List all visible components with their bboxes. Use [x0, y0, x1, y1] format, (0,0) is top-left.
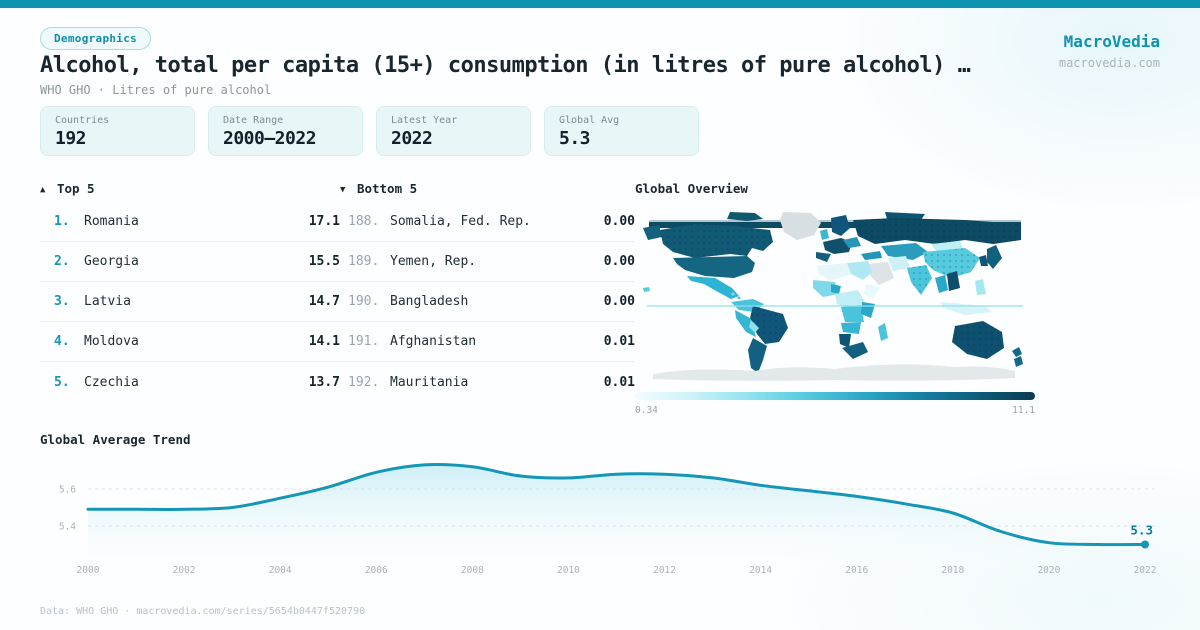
- top5-list: 1. Romania 17.1 2. Georgia 15.5 3. Latvi…: [40, 202, 340, 402]
- country-value: 0.00: [603, 254, 635, 269]
- scale-max-label: 11.1: [1012, 405, 1035, 416]
- country-name: Bangladesh: [390, 294, 469, 309]
- svg-text:2018: 2018: [941, 565, 964, 576]
- stat-label: Date Range: [223, 115, 284, 126]
- country-name: Afghanistan: [390, 334, 477, 349]
- list-item: 190. Bangladesh 0.00: [340, 282, 635, 322]
- rank: 1.: [54, 214, 70, 229]
- trend-chart: 5.6 5.4 2000 2002 2004 2006 2008 2010 2012 2014 20…: [40, 452, 1160, 586]
- scale-min-label: 0.34: [635, 405, 658, 416]
- rank: 191.: [348, 334, 380, 349]
- color-scale-bar: [635, 392, 1035, 400]
- stat-value: 5.3: [559, 128, 591, 149]
- color-scale-labels: 0.34 11.1: [635, 405, 1035, 416]
- svg-text:2022: 2022: [1134, 565, 1157, 576]
- rank: 190.: [348, 294, 380, 309]
- country-value: 17.1: [308, 214, 340, 229]
- page-title: Alcohol, total per capita (15+) consumpt…: [40, 53, 971, 78]
- stat-card-date-range: Date Range 2000–2022: [208, 106, 363, 156]
- svg-text:2020: 2020: [1037, 565, 1060, 576]
- brand-url-link[interactable]: macrovedia.com: [1058, 56, 1160, 70]
- stat-card-global-avg: Global Avg 5.3: [544, 106, 699, 156]
- country-value: 13.7: [308, 374, 340, 390]
- list-item: 4. Moldova 14.1: [40, 322, 340, 362]
- country-name: Mauritania: [390, 374, 469, 390]
- country-value: 0.00: [603, 294, 635, 309]
- bottom5-header: ▼ Bottom 5: [340, 181, 635, 202]
- rank: 192.: [348, 374, 380, 390]
- country-value: 14.1: [308, 334, 340, 349]
- country-name: Moldova: [84, 334, 139, 349]
- svg-text:2012: 2012: [653, 565, 676, 576]
- brand-name: MacroVedia: [1063, 32, 1160, 51]
- triangle-down-icon: ▼: [340, 185, 346, 195]
- country-name: Latvia: [84, 294, 131, 309]
- stat-label: Global Avg: [559, 115, 620, 126]
- rank: 5.: [54, 374, 70, 390]
- category-badge[interactable]: Demographics: [40, 27, 152, 50]
- svg-text:5.6: 5.6: [59, 485, 76, 496]
- country-name: Yemen, Rep.: [390, 254, 477, 269]
- bottom5-panel: ▼ Bottom 5 188. Somalia, Fed. Rep. 0.00 …: [340, 181, 635, 416]
- country-value: 15.5: [308, 254, 340, 269]
- list-item: 5. Czechia 13.7: [40, 362, 340, 402]
- top5-header: ▲ Top 5: [40, 181, 340, 202]
- country-value: 0.01: [603, 374, 635, 390]
- country-value: 0.00: [603, 214, 635, 229]
- rank: 189.: [348, 254, 380, 269]
- bottom5-list: 188. Somalia, Fed. Rep. 0.00 189. Yemen,…: [340, 202, 635, 402]
- country-name: Somalia, Fed. Rep.: [390, 214, 531, 229]
- rank: 188.: [348, 214, 380, 229]
- top5-panel: ▲ Top 5 1. Romania 17.1 2. Georgia 15.5 …: [40, 181, 340, 416]
- rank: 3.: [54, 294, 70, 309]
- country-value: 14.7: [308, 294, 340, 309]
- list-item: 188. Somalia, Fed. Rep. 0.00: [340, 202, 635, 242]
- stat-card-latest-year: Latest Year 2022: [376, 106, 531, 156]
- stat-value: 2000–2022: [223, 128, 317, 149]
- list-item: 191. Afghanistan 0.01: [340, 322, 635, 362]
- svg-text:2006: 2006: [365, 565, 388, 576]
- list-item: 192. Mauritania 0.01: [340, 362, 635, 402]
- country-name: Romania: [84, 214, 139, 229]
- svg-text:2000: 2000: [77, 565, 100, 576]
- country-name: Czechia: [84, 374, 139, 390]
- triangle-up-icon: ▲: [40, 185, 46, 195]
- svg-text:2008: 2008: [461, 565, 484, 576]
- country-name: Georgia: [84, 254, 139, 269]
- list-item: 1. Romania 17.1: [40, 202, 340, 242]
- list-item: 2. Georgia 15.5: [40, 242, 340, 282]
- stat-label: Countries: [55, 115, 110, 126]
- svg-text:2016: 2016: [845, 565, 868, 576]
- list-item: 189. Yemen, Rep. 0.00: [340, 242, 635, 282]
- top-accent-bar: [0, 0, 1200, 8]
- rank: 4.: [54, 334, 70, 349]
- top5-title: Top 5: [56, 181, 95, 196]
- bottom5-title: Bottom 5: [356, 181, 418, 196]
- stat-value: 2022: [391, 128, 433, 149]
- page-subtitle: WHO GHO · Litres of pure alcohol: [40, 83, 272, 97]
- footer-attribution: Data: WHO GHO · macrovedia.com/series/56…: [40, 606, 366, 617]
- world-choropleth-map: [643, 212, 1023, 381]
- country-value: 0.01: [603, 334, 635, 349]
- svg-text:2014: 2014: [749, 565, 772, 576]
- stat-label: Latest Year: [391, 115, 458, 126]
- list-item: 3. Latvia 14.7: [40, 282, 340, 322]
- map-title: Global Overview: [635, 181, 748, 196]
- rank: 2.: [54, 254, 70, 269]
- svg-text:2004: 2004: [269, 565, 292, 576]
- svg-text:5.3: 5.3: [1130, 523, 1153, 538]
- svg-text:5.4: 5.4: [59, 522, 76, 533]
- stat-value: 192: [55, 128, 87, 149]
- stat-card-countries: Countries 192: [40, 106, 195, 156]
- svg-text:2010: 2010: [557, 565, 580, 576]
- global-overview-panel: Global Overview: [635, 181, 1035, 416]
- trend-line-chart-svg: 5.6 5.4 2000 2002 2004 2006 2008 2010 2012 2014 20…: [59, 463, 1158, 576]
- trend-title: Global Average Trend: [40, 432, 191, 447]
- stats-row: Countries 192 Date Range 2000–2022 Lates…: [40, 106, 699, 156]
- svg-text:2002: 2002: [173, 565, 196, 576]
